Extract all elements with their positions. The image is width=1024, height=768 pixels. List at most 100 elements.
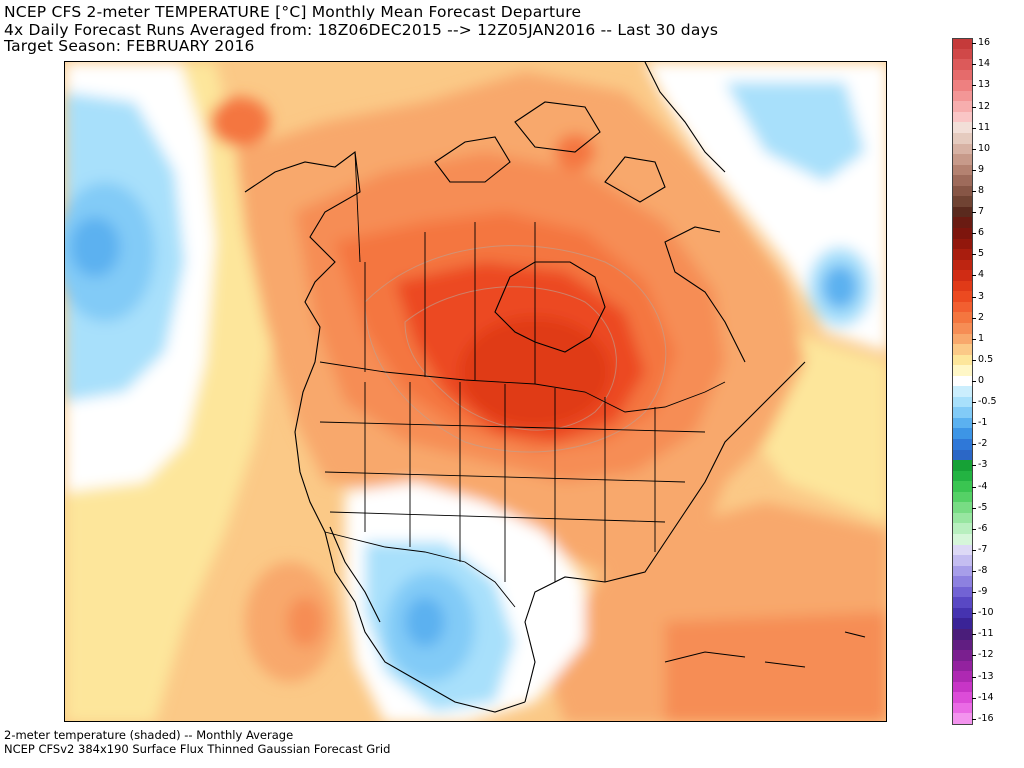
- legend-label: 2: [978, 311, 985, 323]
- legend-label: 1: [978, 332, 985, 344]
- legend-tick: [972, 528, 976, 530]
- legend-swatch: [952, 618, 973, 630]
- legend-swatch: [952, 301, 973, 313]
- legend-swatch: [952, 312, 973, 324]
- legend-tick: [972, 64, 976, 66]
- legend-tick: [972, 127, 976, 129]
- legend-swatch: [952, 671, 973, 683]
- legend-swatch: [952, 576, 973, 588]
- legend-swatch: [952, 681, 973, 693]
- legend-swatch: [952, 386, 973, 398]
- legend-swatch: [952, 354, 973, 366]
- legend-swatch: [952, 111, 973, 124]
- legend-swatch: [952, 164, 973, 176]
- legend-label: 14: [978, 58, 991, 70]
- legend-label: 4: [978, 269, 985, 281]
- legend-tick: [972, 85, 976, 87]
- legend-swatch: [952, 259, 973, 271]
- legend-swatch: [952, 375, 973, 387]
- legend-label: -12: [978, 649, 994, 661]
- legend-tick: [972, 676, 976, 678]
- legend-swatch: [952, 639, 973, 651]
- legend-label: 6: [978, 227, 985, 239]
- legend-swatch: [952, 396, 973, 408]
- legend-tick: [972, 423, 976, 425]
- legend-tick: [972, 697, 976, 699]
- legend-label: 7: [978, 206, 985, 218]
- legend-swatch: [952, 460, 973, 472]
- legend-swatch: [952, 249, 973, 261]
- legend-swatch: [952, 565, 973, 577]
- legend-label: 3: [978, 290, 985, 302]
- legend-label: -11: [978, 628, 994, 640]
- legend-swatch: [952, 534, 973, 546]
- legend-swatch: [952, 80, 973, 92]
- legend-tick: [972, 317, 976, 319]
- legend-label: -0.5: [978, 396, 997, 408]
- legend-tick: [972, 381, 976, 382]
- legend-tick: [972, 148, 976, 150]
- legend-label: -5: [978, 501, 988, 513]
- target-season: Target Season: FEBRUARY 2016: [4, 37, 255, 55]
- legend-swatch: [952, 238, 973, 250]
- color-legend: 16 14 13 12 11 10 9 8 7 6 5 4 3 2 1 0.5 0 -0.5 -1 -2 -3 -4 -5 -…: [952, 37, 1024, 725]
- legend-swatch: [952, 322, 973, 335]
- legend-swatch: [952, 692, 973, 704]
- legend-swatch: [952, 365, 973, 377]
- legend-tick: [972, 718, 976, 720]
- legend-tick: [972, 212, 976, 214]
- legend-tick: [972, 233, 976, 235]
- legend-swatch: [952, 650, 973, 662]
- legend-swatch: [952, 523, 973, 535]
- legend-swatch: [952, 702, 973, 715]
- temperature-anomaly-map: [64, 61, 887, 722]
- legend-swatch: [952, 407, 973, 419]
- legend-label: 5: [978, 248, 985, 260]
- legend-label: -7: [978, 543, 988, 555]
- legend-swatch: [952, 59, 973, 71]
- legend-swatch: [952, 69, 973, 81]
- legend-label: -2: [978, 438, 988, 450]
- legend-label: -14: [978, 691, 994, 703]
- legend-tick: [972, 465, 976, 467]
- legend-label: 11: [978, 121, 991, 133]
- legend-swatch: [952, 344, 973, 356]
- legend-tick: [972, 549, 976, 551]
- legend-label: -10: [978, 607, 994, 619]
- legend-swatch: [952, 227, 973, 240]
- legend-label: 8: [978, 185, 985, 197]
- legend-swatch: [952, 512, 973, 525]
- legend-tick: [972, 634, 976, 636]
- legend-swatch: [952, 143, 973, 155]
- legend-tick: [972, 613, 976, 615]
- legend-label: -1: [978, 417, 988, 429]
- anomaly-shading: [65, 62, 886, 721]
- legend-swatch: [952, 333, 973, 345]
- legend-tick: [972, 592, 976, 594]
- legend-swatch: [952, 607, 973, 620]
- legend-tick: [972, 402, 976, 404]
- legend-swatch: [952, 417, 973, 430]
- legend-swatch: [952, 122, 973, 134]
- legend-label: -16: [978, 712, 994, 724]
- legend-label: -3: [978, 459, 988, 471]
- legend-swatch: [952, 196, 973, 208]
- legend-swatch: [952, 154, 973, 166]
- legend-tick: [972, 444, 976, 446]
- legend-swatch: [952, 555, 973, 567]
- legend-label: 12: [978, 100, 991, 112]
- legend-tick: [972, 43, 976, 45]
- legend-tick: [972, 191, 976, 193]
- legend-label: 16: [978, 37, 991, 49]
- legend-swatch: [952, 175, 973, 187]
- legend-label: -8: [978, 564, 988, 576]
- legend-label: 13: [978, 79, 991, 91]
- legend-swatch: [952, 481, 973, 493]
- legend-swatch: [952, 280, 973, 292]
- legend-swatch: [952, 38, 973, 50]
- legend-tick: [972, 106, 976, 108]
- legend-tick: [972, 507, 976, 509]
- legend-swatch: [952, 544, 973, 556]
- footer-variable-note: 2-meter temperature (shaded) -- Monthly …: [4, 728, 294, 742]
- legend-swatch: [952, 502, 973, 514]
